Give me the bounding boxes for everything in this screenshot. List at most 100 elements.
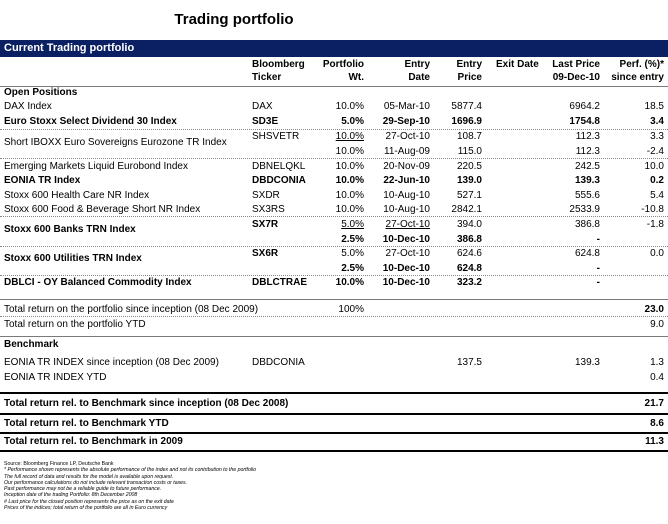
benchmark-entry-price: 137.5 xyxy=(456,357,482,368)
footnote: Our performance calculations do not incl… xyxy=(4,479,188,486)
row-entry-date: 11-Aug-09 xyxy=(384,146,430,157)
row-entry-date: 10-Aug-10 xyxy=(383,190,430,201)
relative-since-value: 21.7 xyxy=(644,398,664,409)
row-weight: 10.0% xyxy=(335,161,364,172)
row-entry-date: 10-Aug-10 xyxy=(383,204,430,215)
relative-since-label: Total return rel. to Benchmark since inc… xyxy=(4,398,289,409)
row-entry-date: 10-Dec-10 xyxy=(382,263,430,274)
page-title: Trading portfolio xyxy=(174,11,294,28)
row-name: DAX Index xyxy=(4,101,52,112)
row-weight: 10.0% xyxy=(335,175,364,186)
divider xyxy=(0,432,668,434)
footnote: # Last price for the closed position rep… xyxy=(4,498,174,505)
table-row: Stoxx 600 Food & Beverage Short NR Index… xyxy=(0,203,668,216)
row-performance: 10.0 xyxy=(644,161,664,172)
benchmark-ytd-value: 0.4 xyxy=(650,372,664,383)
total-since-inception-row: Total return on the portfolio since ince… xyxy=(0,303,668,316)
row-last-price: 624.8 xyxy=(574,248,600,259)
table-row: 10.0% 11-Aug-09 115.0 112.3 -2.4 xyxy=(0,145,668,158)
divider xyxy=(0,336,668,337)
row-weight: 2.5% xyxy=(341,263,364,274)
row-ticker: DAX xyxy=(252,101,273,112)
divider xyxy=(0,413,668,415)
row-entry-price: 1696.9 xyxy=(451,116,482,127)
footnote: Inception date of the trading Portfolio:… xyxy=(4,492,138,499)
row-ticker: SD3E xyxy=(252,116,279,127)
row-last-price: 386.8 xyxy=(574,219,600,230)
divider xyxy=(0,158,668,159)
relative-2009-row: Total return rel. to Benchmark in 2009 1… xyxy=(0,435,668,448)
footnotes: Source: Bloomberg Finance LP, Deutsche B… xyxy=(4,461,256,511)
row-name: Short IBOXX Euro Sovereigns Eurozone TR … xyxy=(4,137,227,148)
benchmark-label: Benchmark xyxy=(4,339,59,350)
row-weight: 10.0% xyxy=(335,101,364,112)
row-ticker: SX7R xyxy=(252,219,279,230)
header-ticker: Bloomberg Ticker xyxy=(252,59,305,83)
relative-2009-label: Total return rel. to Benchmark in 2009 xyxy=(4,436,183,447)
row-last-price: 139.3 xyxy=(574,175,600,186)
divider xyxy=(0,316,668,317)
row-entry-price: 139.0 xyxy=(456,175,482,186)
relative-ytd-value: 8.6 xyxy=(650,418,664,429)
row-name: Euro Stoxx Select Dividend 30 Index xyxy=(4,116,177,127)
divider xyxy=(0,129,668,130)
row-weight: 10.0% xyxy=(335,204,364,215)
row-performance: 0.2 xyxy=(650,175,664,186)
row-last-price: - xyxy=(596,263,600,274)
footnote: * Performance shown represents the absol… xyxy=(4,467,257,474)
table-row: SX6R 5.0% 27-Oct-10 624.6 624.8 0.0 xyxy=(0,247,668,260)
row-entry-date: 29-Sep-10 xyxy=(382,116,430,127)
table-row: Emerging Markets Liquid Eurobond Index D… xyxy=(0,160,668,173)
footnote: Source: Bloomberg Finance LP, Deutsche B… xyxy=(4,461,114,467)
row-last-price: - xyxy=(596,277,600,288)
row-entry-price: 624.8 xyxy=(456,263,482,274)
relative-ytd-label: Total return rel. to Benchmark YTD xyxy=(4,418,169,429)
row-performance: -1.8 xyxy=(646,219,664,230)
row-ticker: DBLCTRAE xyxy=(252,277,307,288)
row-performance: 5.4 xyxy=(650,190,664,201)
row-last-price: 555.6 xyxy=(574,190,600,201)
row-entry-price: 323.2 xyxy=(456,277,482,288)
row-entry-price: 220.5 xyxy=(456,161,482,172)
row-performance: 3.4 xyxy=(650,116,664,127)
table-row: Stoxx 600 Health Care NR Index SXDR 10.0… xyxy=(0,189,668,202)
row-entry-price: 108.7 xyxy=(456,131,482,142)
row-entry-date: 20-Nov-09 xyxy=(383,161,430,172)
row-entry-price: 386.8 xyxy=(456,234,482,245)
header-entry-date: Entry Date xyxy=(404,59,430,83)
table-row: Euro Stoxx Select Dividend 30 Index SD3E… xyxy=(0,115,668,128)
row-ticker: SHSVETR xyxy=(252,131,300,142)
row-name: Emerging Markets Liquid Eurobond Index xyxy=(4,161,188,172)
row-ticker: SX3RS xyxy=(252,204,285,215)
row-name: Stoxx 600 Health Care NR Index xyxy=(4,190,150,201)
table-row: 2.5% 10-Dec-10 386.8 - xyxy=(0,233,668,246)
section-banner: Current Trading portfolio xyxy=(0,40,668,57)
row-performance: -2.4 xyxy=(646,146,664,157)
row-weight: 5.0% xyxy=(341,248,364,259)
total-since-value: 23.0 xyxy=(644,304,664,315)
row-entry-date: 05-Mar-10 xyxy=(383,101,430,112)
benchmark-last-price: 139.3 xyxy=(574,357,600,368)
total-since-weight: 100% xyxy=(338,304,364,315)
footnote: The full record of data and results for … xyxy=(4,473,174,480)
divider xyxy=(0,299,668,300)
row-performance: -10.8 xyxy=(641,204,664,215)
divider xyxy=(0,450,668,452)
row-entry-date: 10-Dec-10 xyxy=(382,277,430,288)
header-entry-price: Entry Price xyxy=(456,59,482,83)
row-ticker: SX6R xyxy=(252,248,279,259)
row-entry-price: 527.1 xyxy=(456,190,482,201)
row-entry-price: 394.0 xyxy=(456,219,482,230)
table-row: DBLCI - OY Balanced Commodity Index DBLC… xyxy=(0,276,668,289)
row-weight: 10.0% xyxy=(335,277,364,288)
table-row: DAX Index DAX 10.0% 05-Mar-10 5877.4 696… xyxy=(0,100,668,113)
header-exit-date: Exit Date xyxy=(496,59,539,70)
row-last-price: - xyxy=(596,234,600,245)
row-name: DBLCI - OY Balanced Commodity Index xyxy=(4,277,192,288)
relative-2009-value: 11.3 xyxy=(645,436,664,447)
row-last-price: 2533.9 xyxy=(569,204,600,215)
row-ticker: SXDR xyxy=(252,190,280,201)
benchmark-since-row: EONIA TR INDEX since inception (08 Dec 2… xyxy=(0,356,668,369)
row-entry-date: 10-Dec-10 xyxy=(382,234,430,245)
table-row: EONIA TR Index DBDCONIA 10.0% 22-Jun-10 … xyxy=(0,174,668,187)
